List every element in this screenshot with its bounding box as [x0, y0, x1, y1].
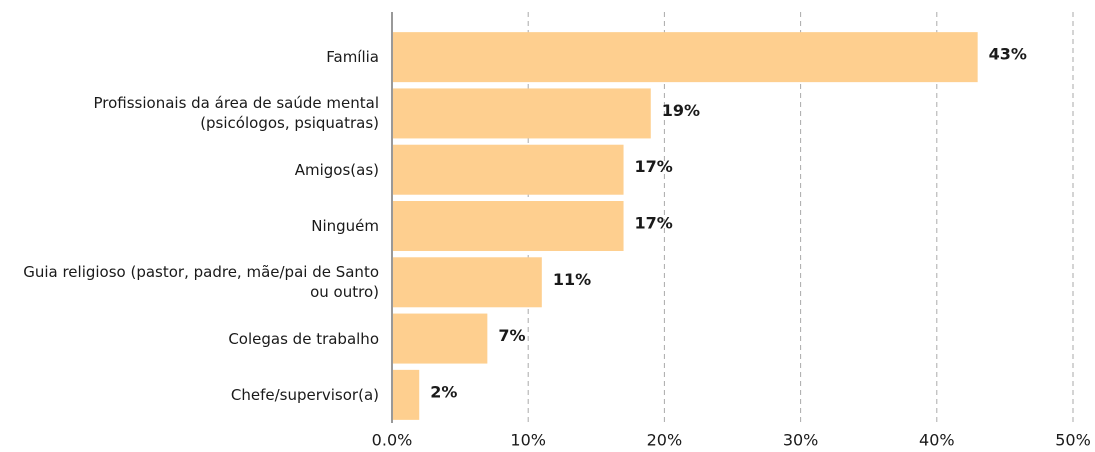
value-label: 17% — [635, 157, 673, 176]
category-label: Amigos(as) — [294, 160, 379, 179]
bar — [392, 369, 420, 420]
bar — [392, 88, 651, 139]
value-label: 19% — [662, 101, 700, 120]
category-label: Profissionais da área de saúde mental (p… — [93, 94, 379, 133]
value-label: 43% — [989, 45, 1027, 64]
bar — [392, 32, 978, 83]
bar — [392, 257, 542, 308]
value-label: 17% — [635, 214, 673, 233]
bar — [392, 313, 488, 364]
value-label: 11% — [553, 270, 591, 289]
x-tick-label: 10% — [510, 431, 546, 450]
category-label: Família — [326, 48, 379, 67]
bar — [392, 201, 624, 251]
category-label: Chefe/supervisor(a) — [230, 385, 379, 404]
value-label: 7% — [498, 326, 525, 345]
x-tick-label: 30% — [783, 431, 819, 450]
category-label: Colegas de trabalho — [228, 329, 379, 348]
x-tick-label: 40% — [919, 431, 955, 450]
category-label: Guia religioso (pastor, padre, mãe/pai d… — [23, 263, 379, 302]
value-label: 2% — [430, 382, 457, 401]
bar — [392, 144, 624, 195]
x-tick-label: 50% — [1055, 431, 1091, 450]
x-tick-label: 20% — [647, 431, 683, 450]
x-tick-label: 0.0% — [372, 431, 413, 450]
category-label: Ninguém — [311, 217, 379, 235]
